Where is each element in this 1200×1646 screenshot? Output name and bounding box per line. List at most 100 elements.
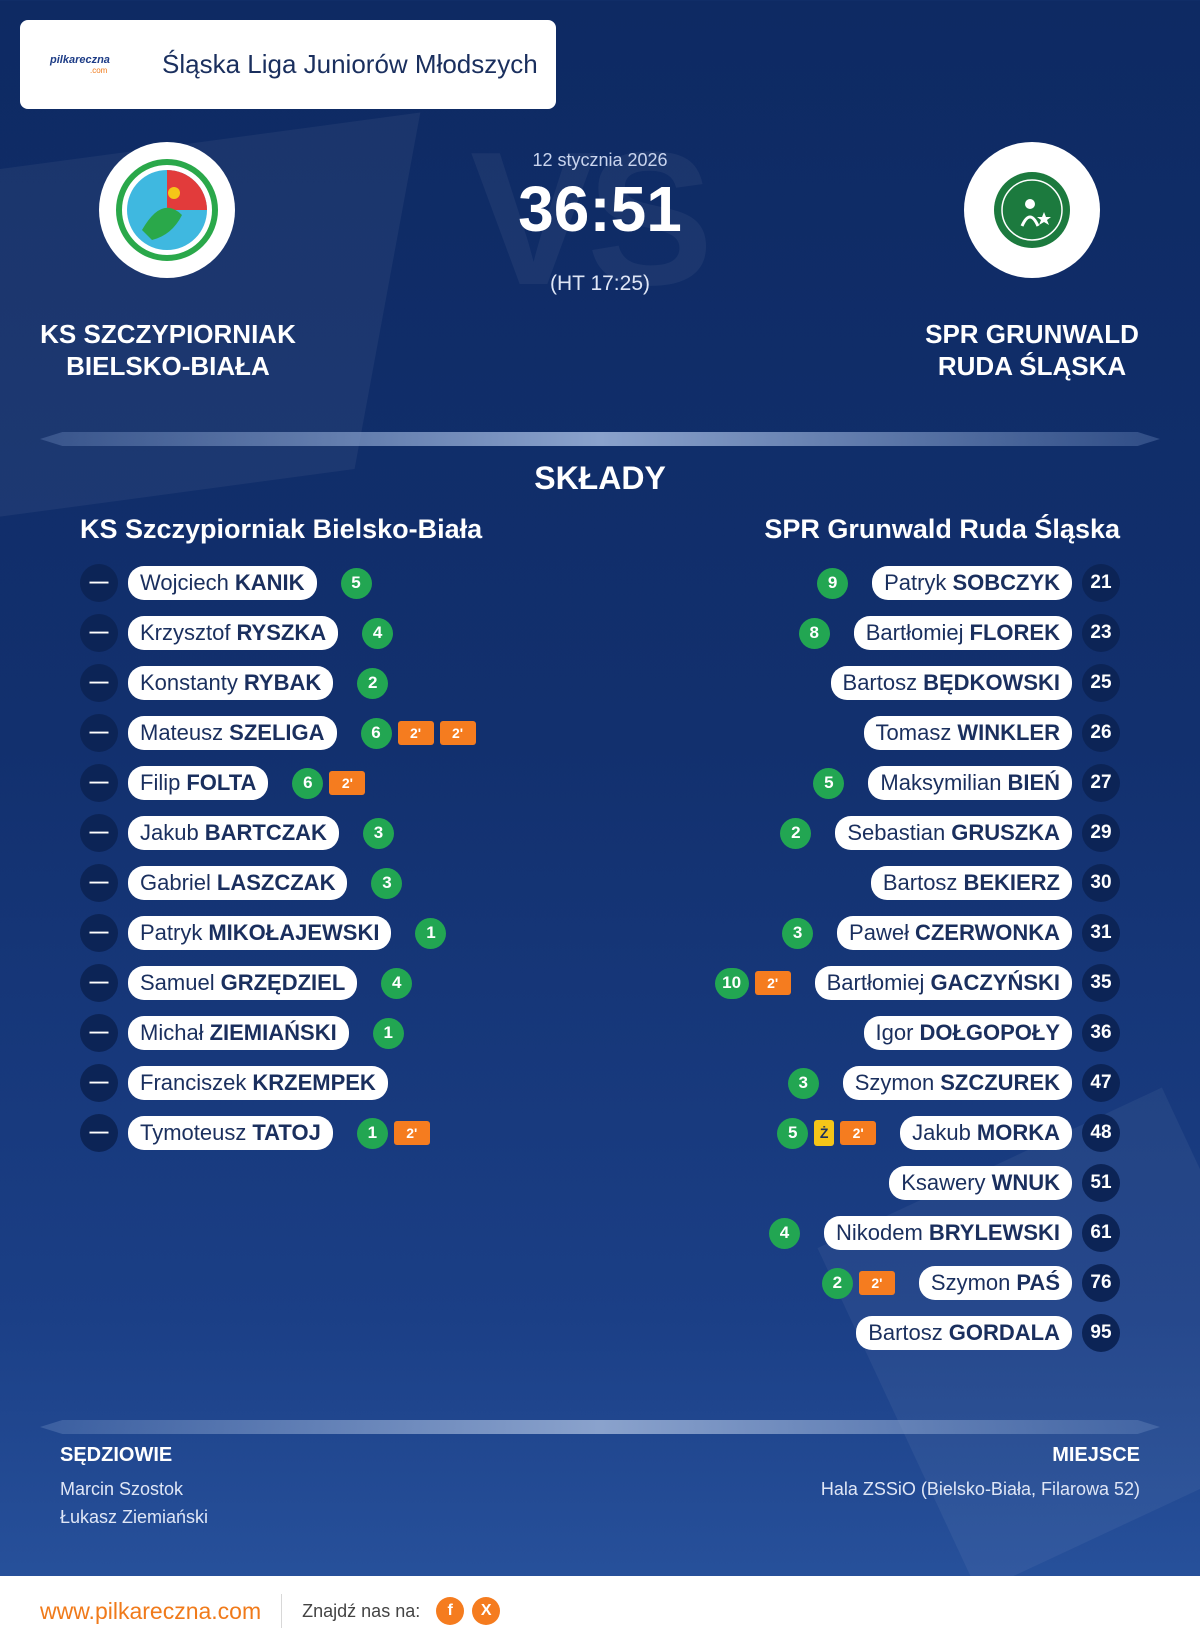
player-first-name: Nikodem <box>836 1220 923 1245</box>
home-roster-title: KS Szczypiorniak Bielsko-Biała <box>80 514 483 544</box>
player-name: Bartosz BEKIERZ <box>870 866 1072 900</box>
player-row: 4 Nikodem BRYLEWSKI 61 <box>715 1208 1120 1258</box>
player-stats: 4 <box>357 967 413 999</box>
player-number: 29 <box>1082 814 1120 852</box>
player-first-name: Ksawery <box>901 1170 986 1195</box>
player-name: Patryk SOBCZYK <box>872 566 1072 600</box>
player-first-name: Jakub <box>912 1120 971 1145</box>
player-stats: 8 <box>798 617 836 649</box>
player-stats: 1 <box>391 917 447 949</box>
player-stats: 9 <box>817 567 854 599</box>
player-row: — Wojciech KANIK 5 <box>80 558 476 608</box>
player-name: Igor DOŁGOPOŁY <box>863 1016 1072 1050</box>
player-last-name: SZCZUREK <box>940 1070 1060 1095</box>
player-last-name: MORKA <box>976 1120 1060 1145</box>
x-icon[interactable]: X <box>472 1597 501 1625</box>
player-number: — <box>80 864 118 902</box>
player-last-name: SOBCZYK <box>952 570 1060 595</box>
player-last-name: MIKOŁAJEWSKI <box>208 920 380 945</box>
player-number: — <box>80 764 118 802</box>
home-team-logo <box>99 142 235 278</box>
player-name: Patryk MIKOŁAJEWSKI <box>128 916 392 950</box>
player-name: Gabriel LASZCZAK <box>128 866 348 900</box>
player-row: — Patryk MIKOŁAJEWSKI 1 <box>80 908 476 958</box>
player-last-name: WINKLER <box>957 720 1060 745</box>
player-number: — <box>80 664 118 702</box>
player-number: — <box>80 964 118 1002</box>
player-first-name: Maksymilian <box>880 770 1002 795</box>
player-last-name: BARTCZAK <box>204 820 327 845</box>
yellow-card-badge: Ż <box>814 1120 835 1146</box>
section-title: SKŁADY <box>534 460 666 496</box>
suspension-badge: 2' <box>858 1271 895 1295</box>
player-last-name: BĘDKOWSKI <box>923 670 1060 695</box>
find-us-label: Znajdź nas na: <box>302 1600 421 1621</box>
player-stats: 2 2' <box>821 1267 901 1299</box>
player-row: 10 2' Bartłomiej GACZYŃSKI 35 <box>714 958 1120 1008</box>
player-name: Samuel GRZĘDZIEL <box>128 966 358 1000</box>
player-row: — Franciszek KRZEMPEK <box>80 1058 476 1108</box>
player-row: 5 Ż 2' Jakub MORKA 48 <box>715 1108 1120 1158</box>
suspension-badge: 2' <box>754 971 791 995</box>
divider <box>40 1420 1160 1434</box>
facebook-icon[interactable]: f <box>436 1597 465 1625</box>
player-name: Wojciech KANIK <box>128 566 317 600</box>
player-number: — <box>80 714 118 752</box>
player-row: — Gabriel LASZCZAK 3 <box>80 858 476 908</box>
player-last-name: SZELIGA <box>229 720 325 745</box>
suspension-badge: 2' <box>840 1121 877 1145</box>
player-first-name: Michał <box>140 1020 204 1045</box>
player-stats: 3 <box>339 817 394 849</box>
player-row: 9 Patryk SOBCZYK 21 <box>715 558 1120 608</box>
divider <box>40 432 1160 446</box>
goals-badge: 8 <box>798 617 830 649</box>
player-first-name: Bartłomiej <box>826 970 925 995</box>
goals-badge: 1 <box>356 1117 388 1149</box>
player-last-name: CZERWONKA <box>914 920 1060 945</box>
player-first-name: Filip <box>140 770 181 795</box>
venue-title: MIEJSCE <box>1052 1444 1140 1466</box>
player-name: Bartosz BĘDKOWSKI <box>830 666 1072 700</box>
player-stats: 10 2' <box>714 967 797 999</box>
halftime-score: (HT 17:25) <box>550 272 650 295</box>
player-row: Tomasz WINKLER 26 <box>715 708 1120 758</box>
player-stats: 1 <box>349 1017 404 1049</box>
player-last-name: FLOREK <box>969 620 1060 645</box>
player-number: 23 <box>1082 614 1120 652</box>
goals-badge: 5 <box>340 567 372 599</box>
player-name: Tymoteusz TATOJ <box>128 1116 333 1150</box>
player-first-name: Patryk <box>884 570 947 595</box>
player-last-name: GORDALA <box>948 1320 1060 1345</box>
player-row: Igor DOŁGOPOŁY 36 <box>715 1008 1120 1058</box>
player-last-name: KRZEMPEK <box>252 1070 376 1095</box>
player-first-name: Igor <box>875 1020 914 1045</box>
player-name: Ksawery WNUK <box>889 1166 1072 1200</box>
player-row: 8 Bartłomiej FLOREK 23 <box>715 608 1120 658</box>
home-team-name: KS SZCZYPIORNIAK BIELSKO-BIAŁA <box>40 319 296 381</box>
player-row: — Michał ZIEMIAŃSKI 1 <box>80 1008 476 1058</box>
goals-badge: 3 <box>782 917 814 949</box>
player-first-name: Gabriel <box>140 870 211 895</box>
player-last-name: LASZCZAK <box>216 870 336 895</box>
player-name: Jakub MORKA <box>900 1116 1072 1150</box>
player-stats: 6 2' <box>268 767 366 799</box>
vs-watermark: VS <box>470 113 713 325</box>
player-name: Bartosz GORDALA <box>856 1316 1072 1350</box>
goals-badge: 4 <box>362 617 394 649</box>
site-link[interactable]: www.pilkareczna.com <box>40 1597 262 1624</box>
player-number: 27 <box>1082 764 1120 802</box>
goals-badge: 3 <box>371 867 403 899</box>
away-team-logo <box>964 142 1100 278</box>
player-stats: 2 <box>333 667 389 699</box>
player-stats: 4 <box>338 617 394 649</box>
goals-badge: 6 <box>360 717 392 749</box>
player-first-name: Konstanty <box>140 670 238 695</box>
referee-name: Marcin Szostok <box>60 1479 184 1499</box>
goals-badge: 5 <box>777 1117 809 1149</box>
referees: SĘDZIOWIE Marcin Szostok Łukasz Ziemiańs… <box>60 1444 208 1531</box>
player-name: Michał ZIEMIAŃSKI <box>128 1016 349 1050</box>
player-number: — <box>80 914 118 952</box>
match-score: 36:51 <box>518 173 682 245</box>
player-number: — <box>80 1064 118 1102</box>
player-number: — <box>80 614 118 652</box>
